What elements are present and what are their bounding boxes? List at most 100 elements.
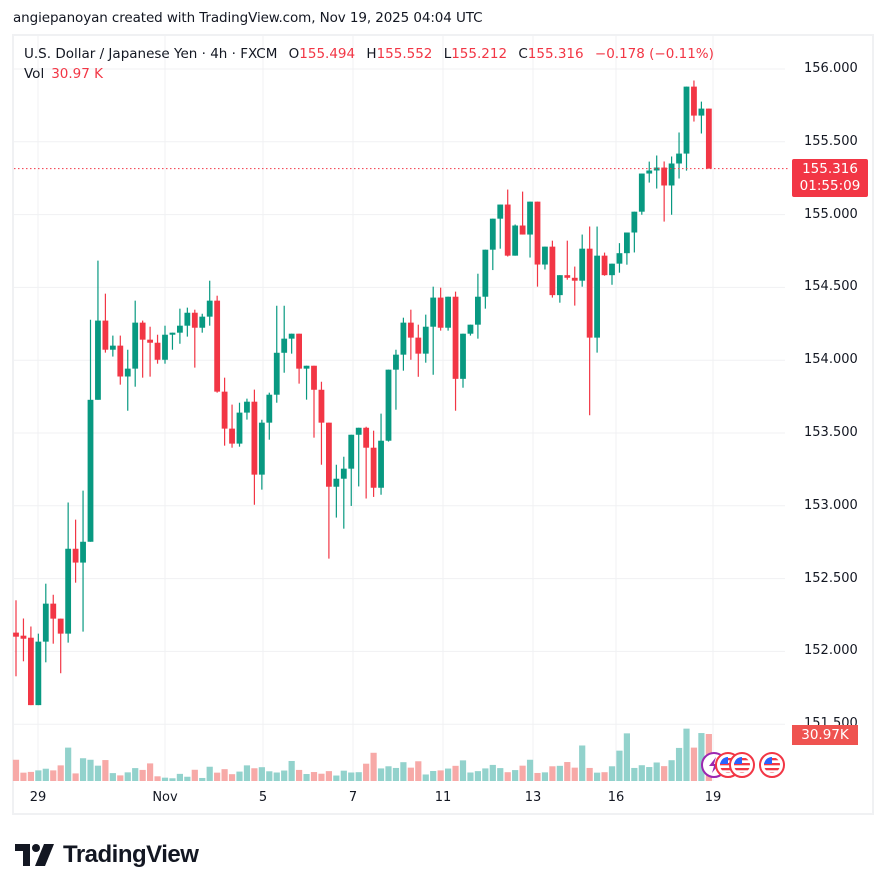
candle-body <box>415 337 422 354</box>
candle-body <box>512 225 519 256</box>
candle-body <box>281 338 288 353</box>
candle-body <box>333 478 340 487</box>
volume-bar <box>288 760 295 781</box>
volume-bar <box>57 765 64 781</box>
volume-value: 30.97 K <box>51 66 103 82</box>
volume-bar <box>258 767 265 781</box>
high-value: 155.552 <box>376 46 433 62</box>
price-axis-label: 154.500 <box>804 279 858 295</box>
candle-body <box>236 412 243 444</box>
candle-body <box>288 333 295 339</box>
us-flag-event-icon[interactable] <box>729 752 755 778</box>
tradingview-logo[interactable]: TradingView <box>15 840 199 870</box>
candle-body <box>475 296 481 325</box>
ohlc-row: U.S. Dollar / Japanese Yen · 4h · FXCM O… <box>24 44 714 64</box>
volume-bar <box>445 768 452 781</box>
volume-bar <box>534 772 541 781</box>
volume-bar <box>482 768 489 781</box>
open-value: 155.494 <box>299 46 356 62</box>
volume-bar <box>616 750 623 781</box>
candle-body <box>117 345 124 377</box>
candle-body <box>177 325 183 333</box>
volume-bar <box>623 733 630 781</box>
volume-bar <box>661 766 668 781</box>
volume-label[interactable]: Vol <box>24 66 45 82</box>
volume-bar <box>281 770 288 781</box>
candle-body <box>407 322 414 338</box>
volume-bar <box>690 747 698 781</box>
bar-countdown: 01:55:09 <box>799 178 861 194</box>
volume-bar <box>42 768 49 781</box>
volume-bar <box>653 762 660 781</box>
volume-bar <box>668 760 675 781</box>
volume-bar <box>430 770 437 781</box>
candle-body <box>244 401 250 413</box>
candle-body <box>147 339 153 343</box>
candle-body <box>437 297 444 328</box>
candle-body <box>124 368 131 377</box>
volume-bar <box>474 771 481 781</box>
price-axis-label: 152.000 <box>804 643 858 659</box>
volume-bar <box>549 766 556 781</box>
volume-bar <box>355 772 362 781</box>
candle-body <box>65 548 72 634</box>
volume-bar <box>638 765 645 781</box>
volume-bar <box>400 762 407 781</box>
volume-bar <box>497 768 504 781</box>
volume-bar <box>415 761 422 781</box>
volume-bar <box>459 760 467 781</box>
volume-bar <box>392 767 400 781</box>
volume-bar <box>206 766 213 781</box>
candle-body <box>296 333 302 369</box>
price-axis-label: 153.500 <box>804 425 858 440</box>
volume-bar <box>675 747 683 781</box>
candle-body <box>199 316 206 328</box>
candle-body <box>452 296 459 379</box>
us-flag-event-icon[interactable] <box>759 752 785 778</box>
volume-bar <box>310 772 318 781</box>
time-axis-label: 5 <box>258 790 268 805</box>
candle-body <box>601 255 608 276</box>
candle-body <box>35 641 42 706</box>
chart-caption: angiepanoyan created with TradingView.co… <box>13 10 483 26</box>
candle-body <box>534 201 541 265</box>
volume-bar <box>221 769 228 781</box>
volume-bar <box>154 776 161 781</box>
price-axis-label: 152.500 <box>804 570 858 586</box>
time-axis-label: Nov <box>152 790 178 805</box>
candle-body <box>266 394 273 423</box>
volume-bar <box>273 772 280 781</box>
candle-body <box>95 320 101 400</box>
volume-bar <box>94 765 102 781</box>
candle-body <box>214 300 221 392</box>
candle-body <box>162 334 168 360</box>
candle-body <box>631 211 638 233</box>
volume-bar <box>646 767 653 781</box>
volume-bar <box>363 763 370 781</box>
candle-body <box>42 603 49 642</box>
current-price-tag: 155.316 01:55:09 <box>792 159 868 197</box>
candle-body <box>363 427 370 448</box>
volume-bar <box>504 772 511 781</box>
volume-bar <box>526 759 534 781</box>
time-axis-label: 13 <box>524 790 542 805</box>
change-value: −0.178 (−0.11%) <box>594 46 714 62</box>
candle-body <box>378 440 384 488</box>
candle-body <box>676 153 682 164</box>
volume-bar <box>117 775 124 781</box>
symbol-title[interactable]: U.S. Dollar / Japanese Yen · 4h · FXCM <box>24 46 278 62</box>
volume-bar <box>296 769 303 781</box>
candle-body <box>482 249 489 297</box>
candle-body <box>497 204 504 219</box>
volume-bar <box>489 764 496 781</box>
candle-body <box>28 637 34 706</box>
candle-body <box>258 422 265 475</box>
volume-bar <box>594 772 601 781</box>
volume-bar <box>422 774 429 781</box>
candle-body <box>467 324 474 334</box>
candle-body <box>542 246 548 265</box>
candle-body <box>683 86 690 154</box>
volume-bar <box>512 770 519 781</box>
volume-bar <box>452 765 459 781</box>
